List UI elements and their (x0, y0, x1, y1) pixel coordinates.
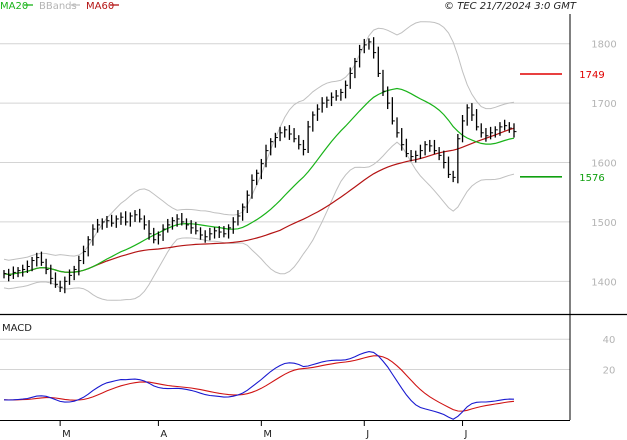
x-axis-month-label: A (160, 429, 167, 440)
x-axis-month-label: M (263, 429, 272, 440)
bollinger-bands (3, 21, 515, 301)
x-axis-month-label: M (62, 429, 71, 440)
price-panel: 1749 1576 1400 1500 1600 1700 1800 (0, 21, 617, 301)
price-tick-label: 1400 (591, 277, 616, 288)
ma20-legend-label: MA20 (0, 1, 28, 12)
macd-tick-label: 20 (603, 366, 616, 377)
macd-path (3, 351, 515, 420)
macd-gridlines (0, 338, 570, 371)
macd-line (3, 351, 515, 420)
price-bars (3, 37, 517, 294)
price-gridlines (0, 43, 570, 282)
macd-tick-label: 40 (603, 335, 616, 346)
x-axis-month-label: J (464, 429, 468, 440)
price-levels: 1749 1576 (520, 70, 605, 184)
signal-path (3, 355, 515, 412)
support-level-label: 1576 (579, 173, 604, 184)
price-tick-label: 1600 (591, 159, 616, 170)
ma20-line (3, 87, 515, 276)
price-tick-label: 1700 (591, 99, 616, 110)
price-tick-label: 1800 (591, 40, 616, 51)
price-axis-ticks: 1400 1500 1600 1700 1800 (591, 40, 616, 289)
macd-title: MACD (2, 323, 32, 334)
upper-band-line (3, 21, 515, 261)
resistance-level-label: 1749 (579, 70, 604, 81)
ma60-line (3, 127, 515, 276)
x-axis-month-label: J (365, 429, 369, 440)
ma20-path (3, 87, 515, 276)
lower-band-line (3, 141, 515, 301)
copyright-text: © TEC 21/7/2024 3:0 GMT (444, 1, 577, 12)
ma60-path (3, 127, 515, 276)
macd-signal-line (3, 355, 515, 412)
ma60-legend-label: MA60 (86, 1, 114, 12)
bbands-legend-label: BBands (39, 1, 77, 12)
price-tick-label: 1500 (591, 218, 616, 229)
